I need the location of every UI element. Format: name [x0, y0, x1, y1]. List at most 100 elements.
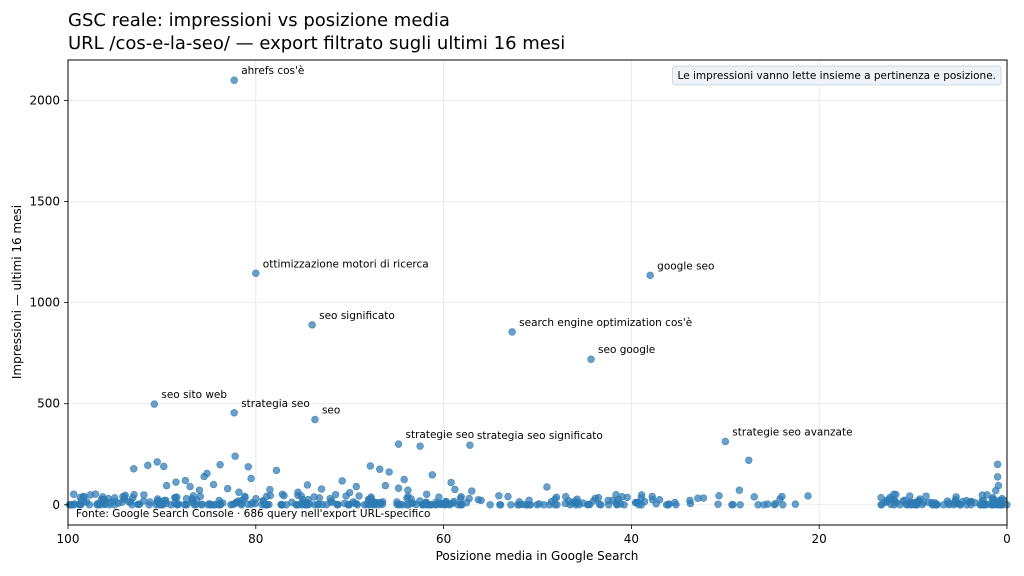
data-point — [420, 500, 428, 509]
data-point — [67, 501, 76, 509]
point-label: google seo — [657, 260, 714, 272]
data-point — [278, 501, 286, 509]
data-point — [507, 501, 515, 509]
labeled-data-point — [230, 76, 238, 84]
labeled-data-point — [308, 321, 316, 329]
data-point — [770, 501, 779, 509]
point-label: strategie seo — [406, 429, 475, 441]
data-point — [435, 493, 443, 501]
point-label: search engine optimization cos'è — [519, 317, 692, 329]
data-point — [209, 480, 218, 489]
data-point — [130, 490, 138, 499]
point-label: seo sito web — [161, 389, 227, 401]
data-point — [694, 494, 702, 502]
point-labels: ahrefs cos'è ottimizzazione motori di ric… — [161, 65, 852, 442]
data-point — [916, 495, 924, 503]
source-note: Fonte: Google Search Console · 686 query… — [76, 508, 430, 520]
data-point — [318, 500, 327, 509]
data-point — [346, 488, 354, 497]
data-point — [750, 493, 758, 501]
data-point — [303, 481, 312, 489]
data-point — [992, 486, 1000, 495]
data-point — [533, 501, 541, 509]
data-point — [381, 481, 390, 490]
data-point — [594, 494, 603, 502]
data-point — [906, 492, 914, 500]
data-point — [804, 492, 812, 500]
data-point — [352, 482, 360, 491]
data-point — [620, 501, 628, 509]
y-tick-label: 1500 — [29, 195, 60, 209]
y-axis-label: Impressioni — ultimi 16 mesi — [10, 205, 24, 379]
data-point — [272, 466, 281, 475]
data-point — [551, 495, 559, 503]
data-point — [924, 498, 933, 507]
labeled-data-point — [721, 437, 729, 446]
data-point — [160, 462, 168, 471]
data-point — [153, 458, 161, 466]
plot-frame — [67, 59, 1008, 526]
data-point — [86, 491, 94, 499]
data-point — [486, 501, 494, 509]
y-tick-label: 500 — [37, 397, 60, 411]
labeled-data-point — [466, 441, 474, 449]
data-point — [881, 498, 889, 507]
labeled-data-point — [508, 328, 516, 336]
data-point — [595, 500, 604, 509]
point-label: strategie seo avanzate — [732, 427, 852, 439]
data-point — [495, 492, 503, 500]
labeled-data-point — [587, 355, 595, 363]
data-point — [447, 478, 455, 487]
chart-title: GSC reale: impressioni vs posizione medi… — [68, 10, 450, 31]
y-tick-label: 0 — [52, 498, 60, 512]
data-point — [791, 500, 800, 508]
data-point — [186, 482, 194, 491]
data-point — [989, 494, 997, 502]
data-point — [428, 471, 437, 479]
data-point — [231, 452, 239, 460]
data-point — [983, 491, 991, 499]
data-point — [385, 468, 393, 476]
data-point — [543, 483, 551, 491]
labeled-data-point — [230, 409, 238, 417]
data-point — [396, 500, 404, 509]
x-tick-label: 0 — [1003, 532, 1011, 546]
data-point — [157, 501, 165, 509]
data-point — [216, 501, 225, 509]
data-point — [144, 461, 152, 470]
data-point — [162, 481, 171, 490]
data-point — [403, 494, 411, 503]
annotation-box-background — [672, 65, 1002, 86]
data-point — [93, 501, 101, 509]
data-points — [65, 76, 1011, 509]
data-point — [231, 500, 239, 508]
data-point — [355, 492, 363, 500]
data-point — [754, 501, 762, 509]
data-point — [993, 473, 1002, 481]
chart-subtitle: URL /cos-e-la-seo/ — export filtrato sug… — [68, 33, 566, 54]
data-point — [293, 501, 301, 509]
data-point — [104, 494, 113, 503]
data-point — [665, 500, 673, 508]
data-point — [310, 493, 318, 501]
data-point — [608, 496, 617, 505]
data-point — [561, 492, 570, 501]
data-point — [203, 469, 211, 478]
data-point — [235, 488, 243, 496]
data-point — [439, 500, 448, 508]
data-point — [735, 486, 744, 494]
data-point — [400, 475, 408, 484]
data-point — [80, 493, 88, 501]
data-point — [451, 485, 459, 494]
point-label: strategia seo — [241, 398, 310, 410]
data-point — [504, 492, 512, 501]
data-point — [672, 501, 680, 509]
y-tick-label: 2000 — [29, 93, 60, 107]
data-point — [943, 497, 952, 505]
data-point — [365, 495, 374, 504]
data-point — [208, 501, 216, 509]
point-label: seo — [322, 404, 340, 416]
x-tick-label: 80 — [248, 532, 263, 546]
data-point — [135, 500, 143, 509]
